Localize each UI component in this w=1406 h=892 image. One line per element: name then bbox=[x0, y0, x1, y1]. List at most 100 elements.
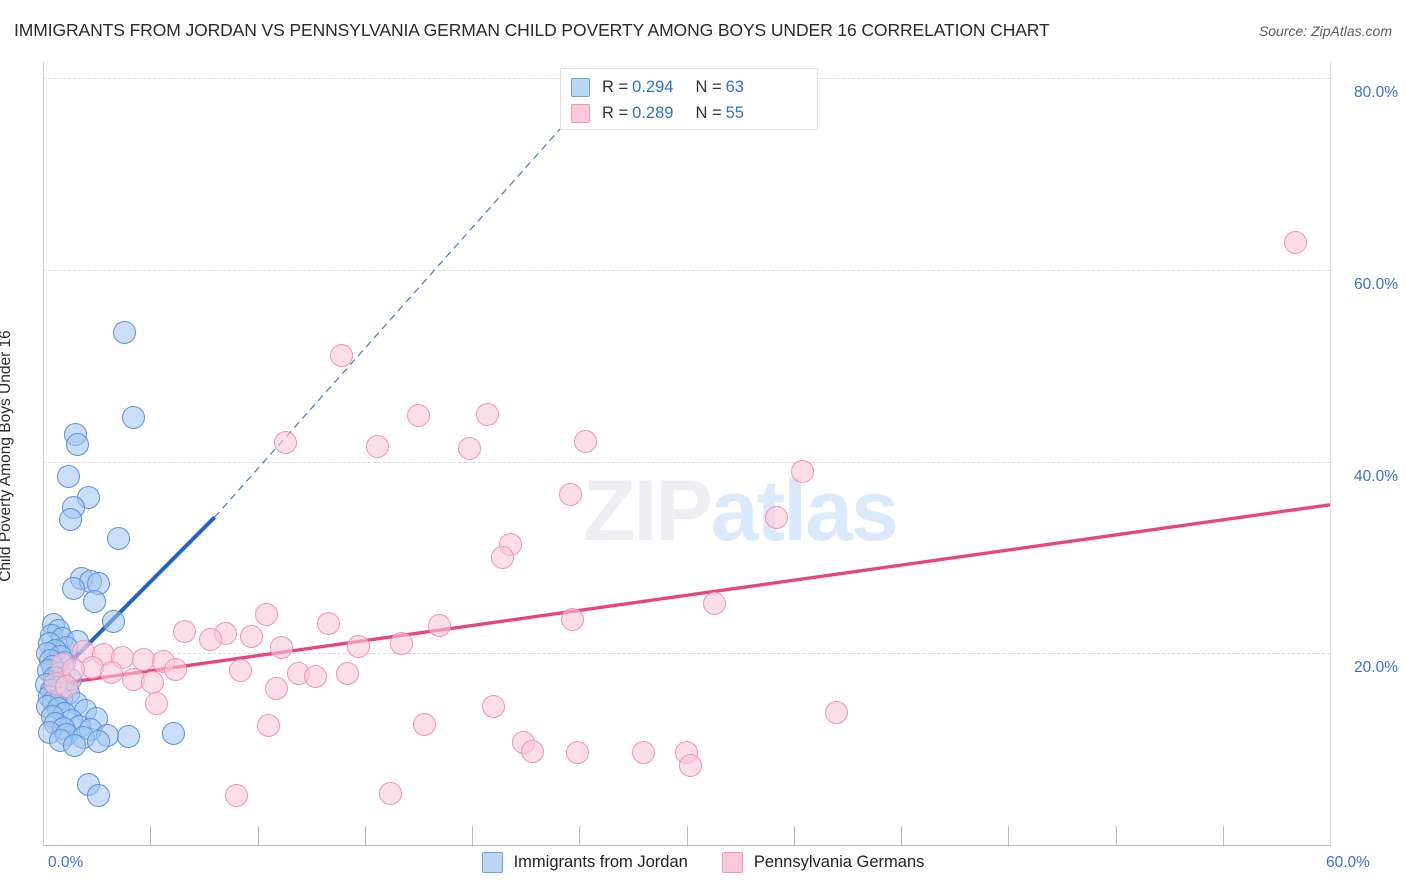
series-swatch-blue-icon bbox=[571, 77, 590, 97]
legend-item-pennsylvania-germans[interactable]: Pennsylvania Germans bbox=[721, 852, 925, 873]
y-tick-label: 60.0% bbox=[1354, 275, 1398, 293]
data-point bbox=[389, 632, 413, 656]
data-point bbox=[346, 635, 370, 659]
n-value-blue: 63 bbox=[725, 77, 744, 96]
data-point bbox=[82, 590, 106, 614]
x-tick-label: 60.0% bbox=[1326, 854, 1370, 871]
r-label-blue: R = bbox=[602, 77, 629, 96]
y-axis-title: Child Poverty Among Boys Under 16 bbox=[0, 330, 14, 582]
y-tick-label: 80.0% bbox=[1354, 84, 1398, 102]
data-point bbox=[765, 505, 789, 529]
data-point bbox=[458, 436, 482, 460]
data-point bbox=[790, 459, 814, 483]
data-point bbox=[378, 781, 402, 805]
gridline bbox=[43, 269, 1330, 271]
x-tick bbox=[257, 826, 259, 845]
legend-label: Pennsylvania Germans bbox=[753, 853, 925, 871]
data-point bbox=[59, 507, 83, 531]
data-point bbox=[265, 677, 289, 701]
data-point bbox=[61, 576, 85, 600]
gridline bbox=[43, 653, 1330, 655]
series-legend: Immigrants from Jordan Pennsylvania Germ… bbox=[0, 852, 1406, 873]
legend-item-immigrants-from-jordan[interactable]: Immigrants from Jordan bbox=[481, 852, 688, 873]
gridline bbox=[43, 461, 1330, 463]
n-label-blue: N = bbox=[695, 77, 722, 96]
data-point bbox=[336, 661, 360, 685]
legend-label: Immigrants from Jordan bbox=[513, 853, 688, 871]
data-point bbox=[224, 783, 248, 807]
x-tick bbox=[1222, 826, 1224, 845]
x-axis-line bbox=[43, 845, 1331, 846]
data-point bbox=[632, 740, 656, 764]
x-tick bbox=[793, 826, 795, 845]
r-label-pink: R = bbox=[602, 103, 629, 122]
plot-area: ZIPatlas bbox=[34, 62, 1331, 845]
data-point bbox=[239, 624, 263, 648]
legend-swatch-pink-icon bbox=[721, 852, 743, 873]
data-point bbox=[117, 725, 141, 749]
x-tick-label: 0.0% bbox=[48, 854, 84, 871]
watermark: ZIPatlas bbox=[583, 462, 899, 561]
data-point bbox=[100, 660, 124, 684]
y-axis-line bbox=[43, 62, 44, 845]
data-point bbox=[490, 545, 514, 569]
data-point bbox=[65, 432, 89, 456]
y-tick-label: 20.0% bbox=[1354, 659, 1398, 677]
right-border-line bbox=[1330, 62, 1331, 845]
n-label-pink: N = bbox=[695, 103, 722, 122]
data-point bbox=[55, 675, 79, 699]
stats-row: R = 0.294 N = 63 bbox=[571, 74, 807, 100]
data-point bbox=[102, 610, 126, 634]
data-point bbox=[316, 612, 340, 636]
data-point bbox=[679, 753, 703, 777]
y-tick-label: 40.0% bbox=[1354, 467, 1398, 485]
data-point bbox=[198, 628, 222, 652]
data-point bbox=[162, 722, 186, 746]
x-tick bbox=[472, 826, 473, 845]
trend-line-jordan-extrapolated bbox=[214, 128, 561, 518]
data-point bbox=[254, 602, 278, 626]
data-point bbox=[113, 320, 136, 344]
data-point bbox=[428, 614, 452, 638]
watermark-zip: ZIP bbox=[583, 463, 713, 559]
data-point bbox=[413, 712, 437, 736]
data-point bbox=[574, 430, 598, 454]
page-title: IMMIGRANTS FROM JORDAN VS PENNSYLVANIA G… bbox=[14, 20, 1050, 40]
data-point bbox=[228, 659, 252, 683]
data-point bbox=[559, 482, 583, 506]
correlation-stats-box: R = 0.294 N = 63 R = 0.289 N = 55 bbox=[560, 68, 818, 130]
data-point bbox=[173, 619, 197, 643]
data-point bbox=[106, 526, 130, 550]
source-label: Source: ZipAtlas.com bbox=[1258, 23, 1392, 39]
n-value-pink: 55 bbox=[725, 103, 744, 122]
data-point bbox=[57, 465, 81, 489]
data-point bbox=[1284, 230, 1308, 254]
r-value-blue: 0.294 bbox=[632, 77, 674, 96]
data-point bbox=[121, 406, 145, 430]
data-point bbox=[406, 404, 430, 428]
data-point bbox=[62, 733, 86, 757]
data-point bbox=[269, 636, 293, 660]
data-point bbox=[702, 591, 726, 615]
data-point bbox=[475, 403, 499, 427]
data-point bbox=[520, 739, 544, 763]
data-point bbox=[256, 713, 280, 737]
data-point bbox=[329, 343, 353, 367]
data-point bbox=[481, 694, 505, 718]
x-tick bbox=[901, 826, 902, 845]
series-swatch-pink-icon bbox=[571, 103, 590, 123]
data-point bbox=[87, 783, 111, 807]
x-tick bbox=[1008, 826, 1010, 845]
x-tick bbox=[1115, 826, 1117, 845]
x-tick bbox=[686, 826, 688, 845]
data-point bbox=[565, 741, 589, 765]
data-point bbox=[303, 664, 327, 688]
legend-swatch-blue-icon bbox=[481, 852, 503, 873]
data-point bbox=[140, 670, 164, 694]
data-point bbox=[366, 434, 390, 458]
x-tick bbox=[150, 826, 152, 845]
data-point bbox=[561, 608, 585, 632]
x-tick bbox=[364, 826, 366, 845]
data-point bbox=[825, 701, 849, 725]
